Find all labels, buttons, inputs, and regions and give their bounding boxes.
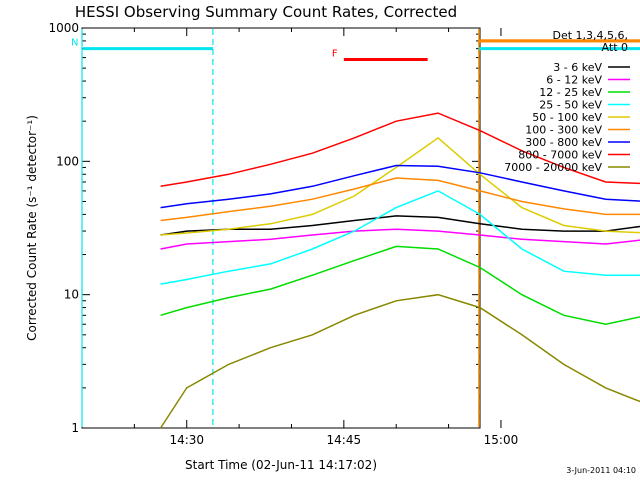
x-axis-label: Start Time (02-Jun-11 14:17:02)	[185, 458, 377, 472]
x-tick-label: 14:30	[169, 433, 204, 447]
series-line	[160, 245, 640, 325]
y-tick-label: 10	[64, 288, 79, 302]
legend-item-label: 25 - 50 keV	[539, 99, 602, 112]
chart-title: HESSI Observing Summary Count Rates, Cor…	[75, 3, 457, 21]
flag-bars: NFS	[71, 38, 640, 62]
series-line	[160, 164, 640, 209]
legend-title-line-2: Att 0	[602, 41, 628, 54]
flag-label-f: F	[332, 49, 338, 60]
y-axis-label: Corrected Count Rate (s⁻¹ detector⁻¹)	[25, 115, 39, 341]
footer-date: 3-Jun-2011 04:10	[566, 466, 636, 475]
legend-item-label: 800 - 7000 keV	[518, 149, 602, 162]
legend-item-label: 100 - 300 keV	[525, 124, 602, 137]
series-line	[160, 177, 640, 222]
series-line	[160, 228, 640, 250]
legend-item-label: 300 - 800 keV	[525, 136, 602, 149]
legend-item-label: 6 - 12 keV	[546, 74, 602, 87]
series-line	[160, 136, 640, 236]
series-line	[159, 293, 640, 429]
flag-label-n: N	[71, 38, 78, 49]
series-line	[160, 190, 640, 285]
legend-item-label: 3 - 6 keV	[553, 61, 602, 74]
x-tick-label: 14:45	[327, 433, 362, 447]
attenuator-markers	[81, 29, 480, 427]
legend-item-label: 12 - 25 keV	[539, 86, 602, 99]
y-tick-label: 1	[71, 421, 79, 435]
series-line	[160, 215, 640, 236]
y-tick-label: 1000	[48, 21, 79, 35]
legend-title-line-1: Det 1,3,4,5,6,	[552, 29, 628, 42]
series-line	[160, 112, 640, 188]
series-lines	[159, 112, 640, 429]
legend-item-label: 50 - 100 keV	[532, 111, 602, 124]
y-tick-label: 100	[56, 154, 79, 168]
legend-item-label: 7000 - 20000 keV	[504, 161, 602, 174]
x-tick-label: 15:00	[484, 433, 519, 447]
